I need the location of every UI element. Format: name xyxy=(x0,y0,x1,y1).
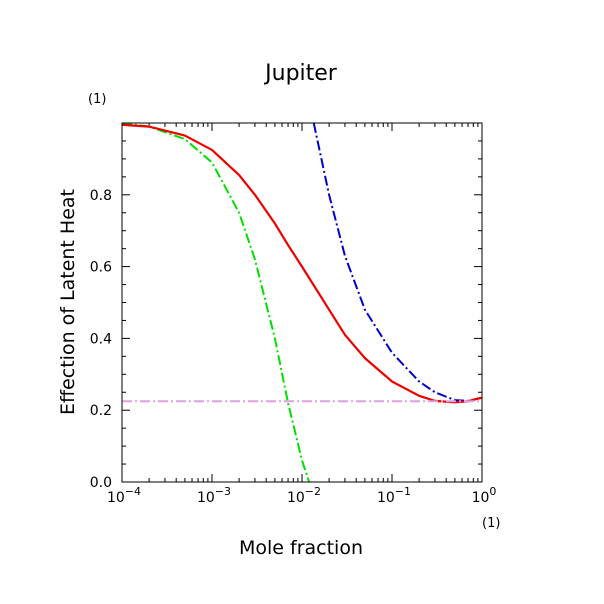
series-line-1 xyxy=(122,123,311,482)
x-tick-label: 10−2 xyxy=(287,485,321,506)
axis-ticks xyxy=(121,122,483,483)
x-tick-label: 100 xyxy=(472,485,497,506)
y-tick-label: 0.8 xyxy=(90,188,112,204)
y-tick-label: 0.0 xyxy=(90,475,112,491)
plot-series xyxy=(122,123,482,482)
y-tick-label: 0.2 xyxy=(90,403,112,419)
plot-frame xyxy=(121,122,483,483)
chart-title: Jupiter xyxy=(263,61,338,86)
x-axis-title: Mole fraction xyxy=(239,537,363,559)
tick-labels: 10−4 10−3 10−2 10−1 100 0.0 0.2 0.4 0.6 0.8 xyxy=(90,188,497,506)
x-tick-label: 10−3 xyxy=(197,485,231,506)
y-tick-label: 0.6 xyxy=(90,260,112,276)
series-line-3 xyxy=(122,123,482,404)
series-line-2 xyxy=(312,123,482,402)
y-axis-unit: (1) xyxy=(88,92,106,107)
y-axis-title: Effection of Latent Heat xyxy=(57,189,79,415)
y-tick-label: 0.4 xyxy=(90,331,112,347)
x-tick-label: 10−4 xyxy=(107,485,141,506)
x-axis-unit: (1) xyxy=(482,516,500,531)
x-tick-label: 10−1 xyxy=(377,485,411,506)
